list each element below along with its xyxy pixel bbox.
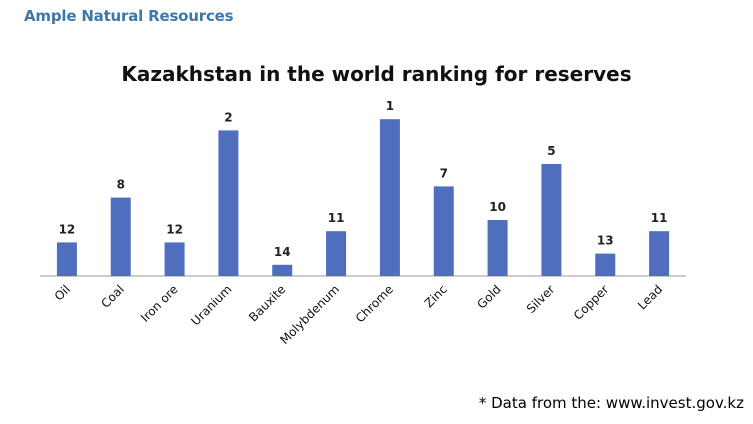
- data-label: 7: [440, 166, 448, 180]
- category-tick-label: Coal: [98, 282, 127, 311]
- bar-iron-ore: [164, 242, 185, 276]
- data-label: 5: [547, 144, 555, 158]
- data-label: 11: [328, 211, 345, 225]
- bar-lead: [649, 231, 670, 276]
- source-footnote: * Data from the: www.invest.gov.kz: [478, 394, 744, 412]
- data-label: 11: [651, 211, 668, 225]
- bar-molybdenum: [326, 231, 347, 276]
- bar-gold: [487, 220, 508, 276]
- data-label: 8: [117, 178, 125, 192]
- chart-title: Kazakhstan in the world ranking for rese…: [121, 62, 632, 86]
- bar-uranium: [218, 130, 239, 276]
- data-label: 12: [59, 222, 76, 236]
- bar-bauxite: [272, 264, 293, 276]
- bar-oil: [56, 242, 77, 276]
- category-tick-label: Zinc: [422, 282, 450, 310]
- category-tick-label: Gold: [474, 282, 503, 311]
- category-tick-label: Copper: [571, 282, 612, 323]
- data-label: 10: [489, 200, 506, 214]
- bar-coal: [110, 197, 131, 276]
- data-label: 12: [166, 222, 183, 236]
- bar-chrome: [379, 119, 400, 276]
- data-label: 13: [597, 234, 614, 248]
- bar-zinc: [433, 186, 454, 276]
- data-label: 1: [386, 99, 394, 113]
- data-label: 14: [274, 245, 291, 259]
- bar-copper: [595, 253, 616, 276]
- category-tick-label: Iron ore: [138, 282, 181, 325]
- page-heading: Ample Natural Resources: [24, 7, 234, 25]
- category-tick-label: Silver: [524, 282, 558, 316]
- bar-silver: [541, 164, 562, 276]
- category-tick-label: Oil: [52, 282, 73, 303]
- category-tick-label: Lead: [635, 282, 665, 312]
- category-tick-label: Uranium: [188, 282, 234, 328]
- category-tick-label: Bauxite: [246, 282, 288, 324]
- data-label: 2: [224, 110, 232, 124]
- category-tick-label: Chrome: [353, 282, 396, 325]
